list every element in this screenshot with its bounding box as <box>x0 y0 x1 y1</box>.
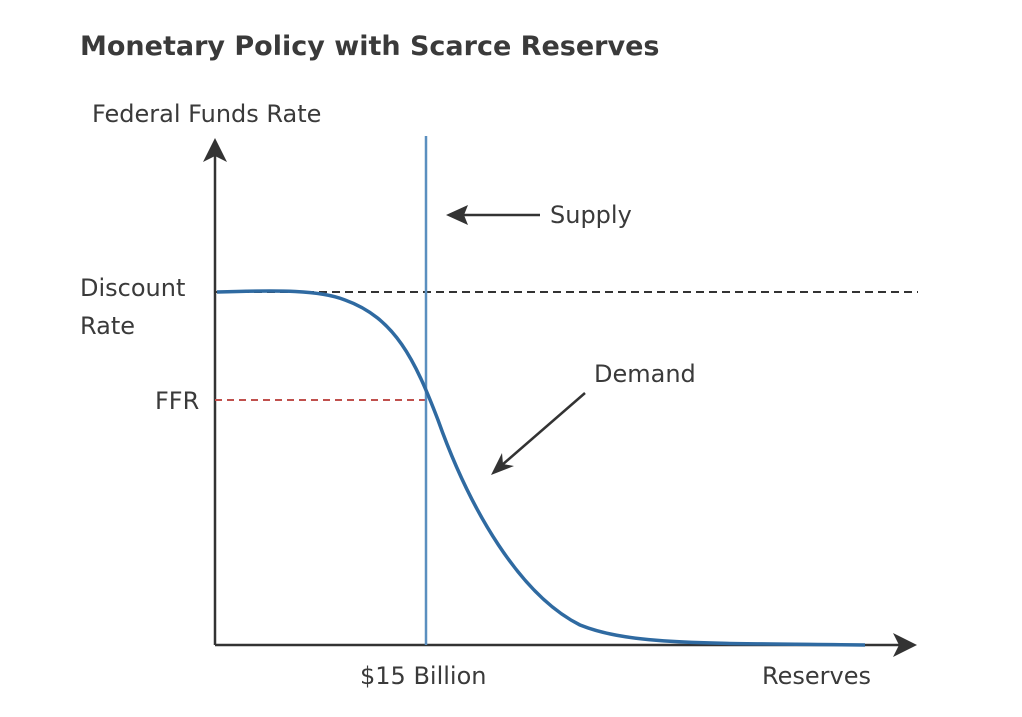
supply-pointer-arrow-icon <box>446 205 468 225</box>
y-axis-label: Federal Funds Rate <box>92 100 321 128</box>
diagram-title: Monetary Policy with Scarce Reserves <box>80 31 659 62</box>
demand-pointer-line <box>501 392 586 466</box>
discount-rate-label-line1: Discount <box>80 274 185 302</box>
y-axis-arrow-icon <box>203 138 227 162</box>
x-axis-label: Reserves <box>762 662 871 690</box>
x-marker-label: $15 Billion <box>360 662 486 690</box>
ffr-label: FFR <box>155 387 199 415</box>
supply-label: Supply <box>550 201 632 229</box>
demand-pointer-arrow-icon <box>491 453 514 475</box>
demand-curve <box>216 289 866 647</box>
x-axis-arrow-icon <box>893 633 917 657</box>
demand-label: Demand <box>594 360 696 388</box>
discount-rate-label-line2: Rate <box>80 312 135 340</box>
